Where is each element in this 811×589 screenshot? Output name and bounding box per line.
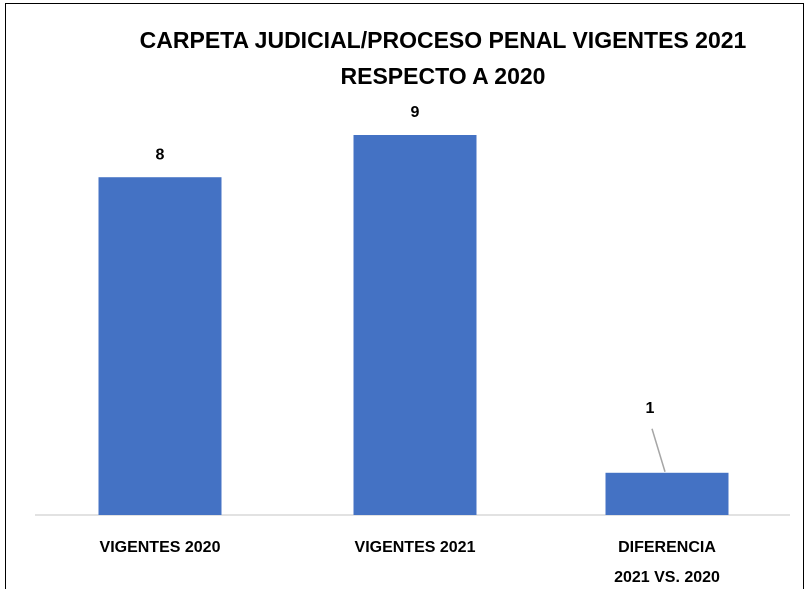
x-tick-label: DIFERENCIA 2021 VS. 2020 [614,539,720,586]
bar [353,135,477,515]
x-tick-label: VIGENTES 2021 [354,539,476,556]
data-label: 9 [411,104,420,121]
data-label: 1 [646,400,655,417]
bar [98,177,222,515]
bar [605,472,729,515]
x-tick-label: VIGENTES 2020 [99,539,221,556]
chart-title: CARPETA JUDICIAL/PROCESO PENAL VIGENTES … [139,27,747,89]
frame [5,3,804,589]
data-label: 8 [156,146,165,163]
leader-line [651,428,666,472]
